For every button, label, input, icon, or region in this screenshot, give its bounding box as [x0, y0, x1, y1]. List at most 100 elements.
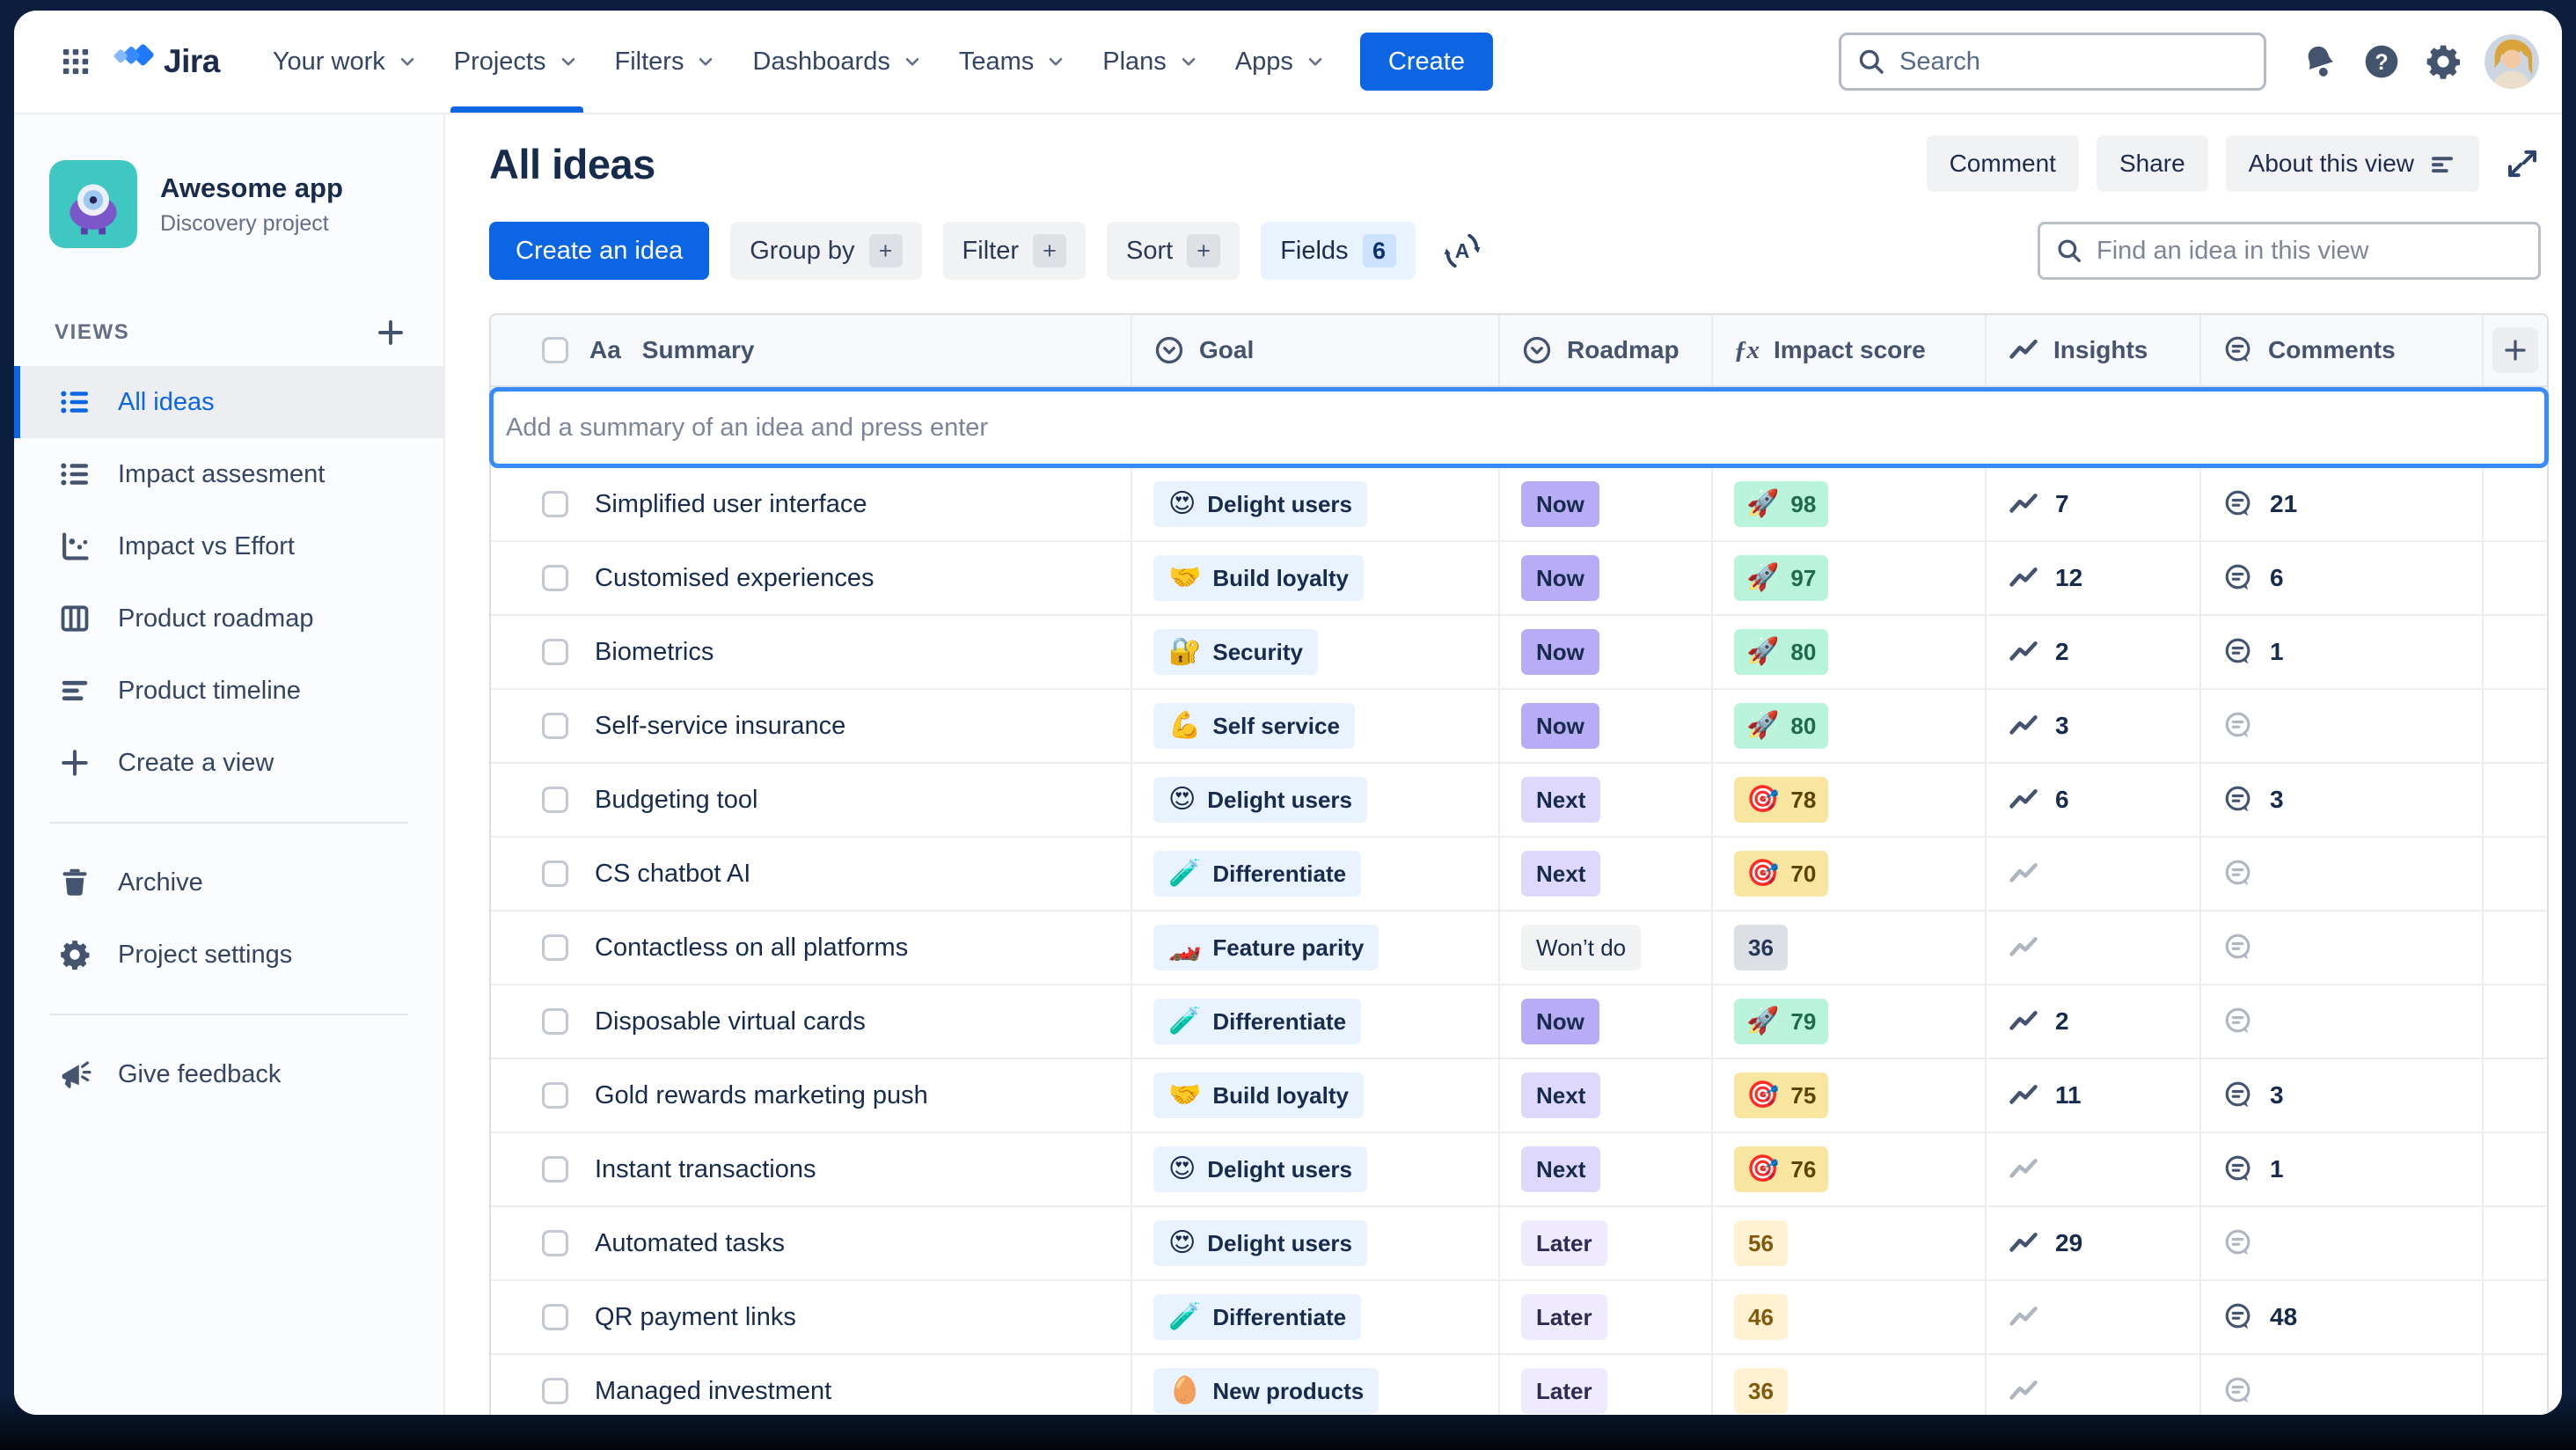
- goal-chip[interactable]: 😍 Delight users: [1153, 481, 1367, 527]
- impact-score-chip[interactable]: 🚀 98: [1734, 481, 1829, 527]
- row-checkbox[interactable]: [542, 565, 568, 591]
- find-idea-search[interactable]: [2038, 222, 2541, 280]
- nav-item-dashboards[interactable]: Dashboards: [735, 11, 940, 113]
- share-button[interactable]: Share: [2096, 135, 2208, 192]
- goal-chip[interactable]: 😍 Delight users: [1153, 1146, 1367, 1192]
- sidebar-item-give-feedback[interactable]: Give feedback: [14, 1038, 443, 1110]
- column-header-comments[interactable]: Comments: [2201, 315, 2484, 385]
- add-view-plus-icon[interactable]: [375, 317, 406, 348]
- goal-chip[interactable]: 🧪 Differentiate: [1153, 1294, 1362, 1340]
- idea-summary[interactable]: Biometrics: [595, 637, 714, 666]
- project-header[interactable]: Awesome app Discovery project: [14, 160, 443, 248]
- roadmap-chip[interactable]: Now: [1521, 555, 1599, 601]
- impact-score-chip[interactable]: 🎯 70: [1734, 851, 1829, 897]
- column-header-roadmap[interactable]: Roadmap: [1500, 315, 1713, 385]
- impact-score-chip[interactable]: 36: [1734, 925, 1788, 970]
- roadmap-chip[interactable]: Next: [1521, 1073, 1601, 1118]
- roadmap-chip[interactable]: Later: [1521, 1294, 1607, 1340]
- sidebar-item-project-settings[interactable]: Project settings: [14, 919, 443, 991]
- global-search[interactable]: [1839, 33, 2266, 91]
- help-icon[interactable]: ?: [2356, 36, 2407, 87]
- nav-item-teams[interactable]: Teams: [941, 11, 1085, 113]
- idea-summary[interactable]: QR payment links: [595, 1302, 796, 1331]
- impact-score-chip[interactable]: 🚀 97: [1734, 555, 1829, 601]
- create-idea-button[interactable]: Create an idea: [489, 222, 710, 280]
- nav-item-plans[interactable]: Plans: [1085, 11, 1218, 113]
- column-header-insights[interactable]: Insights: [1987, 315, 2201, 385]
- column-header-impact-score[interactable]: ƒx Impact score: [1713, 315, 1987, 385]
- roadmap-chip[interactable]: Next: [1521, 851, 1601, 897]
- sidebar-item-create-a-view[interactable]: Create a view: [14, 727, 443, 799]
- row-checkbox[interactable]: [542, 934, 568, 961]
- goal-chip[interactable]: 😍 Delight users: [1153, 1220, 1367, 1266]
- row-checkbox[interactable]: [542, 1378, 568, 1404]
- expand-fullscreen-icon[interactable]: [2504, 145, 2541, 182]
- row-checkbox[interactable]: [542, 1082, 568, 1109]
- create-button[interactable]: Create: [1359, 33, 1493, 91]
- idea-summary[interactable]: Instant transactions: [595, 1154, 816, 1183]
- sidebar-item-all-ideas[interactable]: All ideas: [14, 366, 443, 438]
- idea-summary[interactable]: Customised experiences: [595, 563, 875, 592]
- impact-score-chip[interactable]: 🎯 76: [1734, 1146, 1829, 1192]
- goal-chip[interactable]: 🏎️ Feature parity: [1153, 925, 1379, 970]
- row-checkbox[interactable]: [542, 491, 568, 517]
- roadmap-chip[interactable]: Next: [1521, 777, 1601, 823]
- toolbar-filter-button[interactable]: Filter +: [942, 222, 1086, 280]
- jira-logo[interactable]: Jira: [114, 41, 220, 82]
- row-checkbox[interactable]: [542, 860, 568, 887]
- find-idea-input[interactable]: [2097, 236, 2524, 266]
- goal-chip[interactable]: 🤝 Build loyalty: [1153, 1073, 1364, 1118]
- nav-item-projects[interactable]: Projects: [436, 11, 597, 113]
- idea-summary[interactable]: Budgeting tool: [595, 785, 758, 814]
- column-header-goal[interactable]: Goal: [1132, 315, 1500, 385]
- idea-summary[interactable]: Contactless on all platforms: [595, 933, 909, 962]
- goal-chip[interactable]: 🧪 Differentiate: [1153, 999, 1362, 1044]
- idea-summary[interactable]: CS chatbot AI: [595, 859, 751, 888]
- comment-button[interactable]: Comment: [1926, 135, 2079, 192]
- impact-score-chip[interactable]: 56: [1734, 1220, 1788, 1266]
- row-checkbox[interactable]: [542, 787, 568, 813]
- roadmap-chip[interactable]: Won’t do: [1521, 925, 1642, 970]
- sidebar-item-product-roadmap[interactable]: Product roadmap: [14, 582, 443, 655]
- app-switcher-icon[interactable]: [53, 39, 99, 84]
- idea-summary[interactable]: Managed investment: [595, 1376, 832, 1405]
- row-checkbox[interactable]: [542, 639, 568, 665]
- impact-score-chip[interactable]: 🎯 78: [1734, 777, 1829, 823]
- nav-item-your-work[interactable]: Your work: [255, 11, 436, 113]
- goal-chip[interactable]: 🧪 Differentiate: [1153, 851, 1362, 897]
- row-checkbox[interactable]: [542, 713, 568, 739]
- nav-item-filters[interactable]: Filters: [597, 11, 735, 113]
- add-column-button[interactable]: [2492, 327, 2538, 373]
- select-all-checkbox[interactable]: [542, 337, 568, 363]
- impact-score-chip[interactable]: 36: [1734, 1368, 1788, 1414]
- goal-chip[interactable]: 🥚 New products: [1153, 1368, 1379, 1414]
- sidebar-item-archive[interactable]: Archive: [14, 846, 443, 919]
- roadmap-chip[interactable]: Now: [1521, 703, 1599, 749]
- toolbar-sort-button[interactable]: Sort +: [1107, 222, 1240, 280]
- search-input[interactable]: [1899, 47, 2250, 77]
- translate-sort-az-icon[interactable]: A: [1435, 222, 1489, 280]
- toolbar-group-by-button[interactable]: Group by +: [730, 222, 922, 280]
- roadmap-chip[interactable]: Next: [1521, 1146, 1601, 1192]
- roadmap-chip[interactable]: Now: [1521, 999, 1599, 1044]
- impact-score-chip[interactable]: 🚀 80: [1734, 629, 1829, 675]
- roadmap-chip[interactable]: Later: [1521, 1368, 1607, 1414]
- goal-chip[interactable]: 😍 Delight users: [1153, 777, 1367, 823]
- sidebar-item-impact-assesment[interactable]: Impact assesment: [14, 438, 443, 510]
- impact-score-chip[interactable]: 🎯 75: [1734, 1073, 1829, 1118]
- goal-chip[interactable]: 💪 Self service: [1153, 703, 1355, 749]
- roadmap-chip[interactable]: Now: [1521, 481, 1599, 527]
- roadmap-chip[interactable]: Now: [1521, 629, 1599, 675]
- idea-summary[interactable]: Self-service insurance: [595, 711, 846, 740]
- idea-summary[interactable]: Disposable virtual cards: [595, 1007, 866, 1036]
- toolbar-fields-button[interactable]: Fields 6: [1261, 222, 1416, 280]
- nav-item-apps[interactable]: Apps: [1218, 11, 1344, 113]
- row-checkbox[interactable]: [542, 1230, 568, 1256]
- impact-score-chip[interactable]: 46: [1734, 1294, 1788, 1340]
- impact-score-chip[interactable]: 🚀 80: [1734, 703, 1829, 749]
- idea-summary[interactable]: Gold rewards marketing push: [595, 1080, 928, 1109]
- impact-score-chip[interactable]: 🚀 79: [1734, 999, 1829, 1044]
- settings-gear-icon[interactable]: [2418, 36, 2469, 87]
- goal-chip[interactable]: 🤝 Build loyalty: [1153, 555, 1364, 601]
- row-checkbox[interactable]: [542, 1008, 568, 1035]
